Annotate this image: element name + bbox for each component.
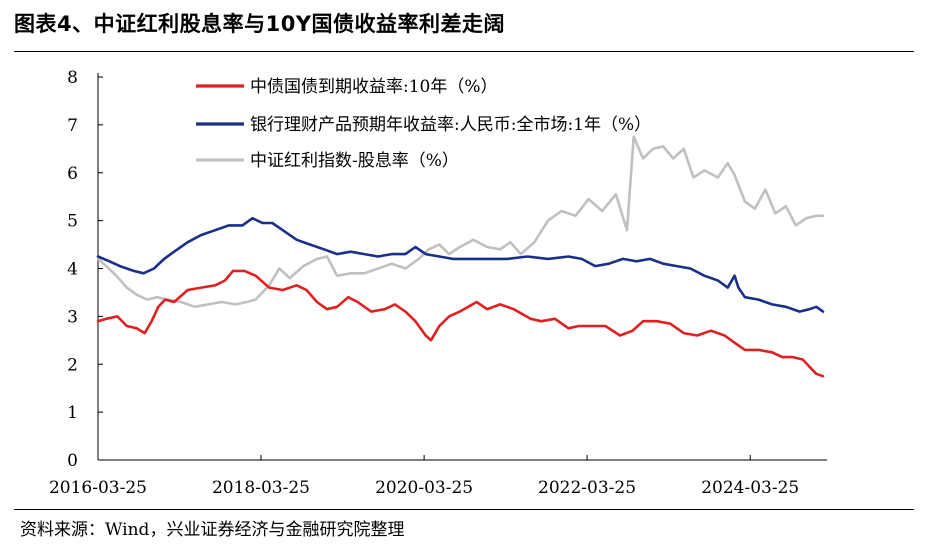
x-axis-ticks: 2016-03-25 2018-03-25 2020-03-25 2022-03-25… <box>49 455 799 498</box>
y-tick-label: 4 <box>67 260 78 280</box>
source-note: 资料来源：Wind，兴业证券经济与金融研究院整理 <box>20 520 405 540</box>
y-tick-label: 8 <box>67 68 78 88</box>
y-tick-label: 3 <box>67 307 78 327</box>
y-tick-label: 1 <box>67 403 78 423</box>
x-tick-label: 2022-03-25 <box>538 478 636 498</box>
y-tick-label: 2 <box>67 355 78 375</box>
title-divider <box>14 51 914 52</box>
x-tick-label: 2020-03-25 <box>375 478 473 498</box>
legend-label-3: 中证红利指数-股息率（%） <box>250 151 459 171</box>
dividend-yield-line-chart: 0 1 2 3 4 5 6 7 8 2016-03-25 2018-03-25 2020-03-25… <box>49 68 827 498</box>
chart-title: 图表4、中证红利股息率与10Y国债收益率利差走阔 <box>14 12 506 36</box>
y-tick-label: 7 <box>67 116 78 136</box>
legend: 中债国债到期收益率:10年（%） 银行理财产品预期年收益率:人民币:全市场:1年（… <box>196 77 651 171</box>
series-lines <box>96 135 825 378</box>
series-line-1 <box>96 269 825 378</box>
legend-label-2: 银行理财产品预期年收益率:人民币:全市场:1年（%） <box>250 115 651 135</box>
y-tick-label: 0 <box>67 451 78 471</box>
axes <box>97 73 827 461</box>
y-tick-label: 6 <box>67 164 78 184</box>
source-divider <box>14 509 914 510</box>
x-tick-label: 2018-03-25 <box>212 478 310 498</box>
x-tick-label: 2024-03-25 <box>701 478 799 498</box>
x-tick-label: 2016-03-25 <box>49 478 147 498</box>
legend-label-1: 中债国债到期收益率:10年（%） <box>250 77 498 97</box>
y-tick-label: 5 <box>67 212 78 232</box>
series-line-3 <box>96 135 825 309</box>
series-line-2 <box>96 216 825 313</box>
y-axis-ticks: 0 1 2 3 4 5 6 7 8 <box>67 68 103 471</box>
